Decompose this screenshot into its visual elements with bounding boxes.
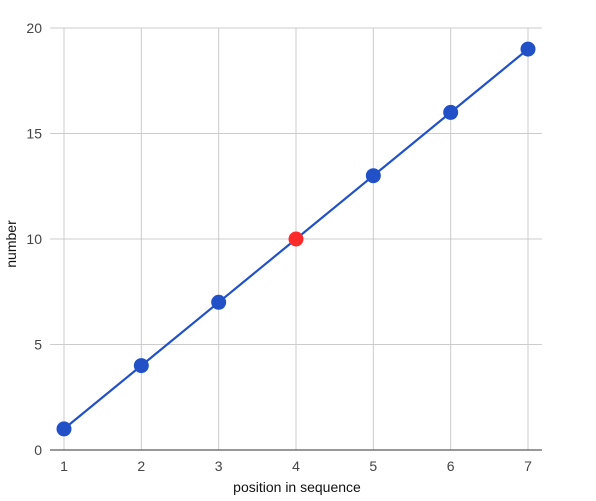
x-tick-label: 4 [292,458,300,474]
x-tick-label: 5 [369,458,377,474]
x-axis-ticks: 1 2 3 4 5 6 7 [60,458,532,474]
data-point [133,358,149,374]
data-point [520,41,536,57]
y-tick-label: 0 [34,442,42,458]
data-point [211,294,227,310]
x-tick-label: 2 [137,458,145,474]
y-tick-label: 5 [34,337,42,353]
y-tick-label: 15 [26,126,42,142]
highlighted-data-point [288,231,304,247]
x-axis-title: position in sequence [233,479,361,495]
x-tick-label: 7 [524,458,532,474]
x-tick-label: 3 [215,458,223,474]
x-tick-label: 6 [447,458,455,474]
data-points [56,41,536,437]
x-tick-label: 1 [60,458,68,474]
y-tick-label: 20 [26,20,42,36]
y-tick-label: 10 [26,231,42,247]
data-point [443,104,459,120]
data-point [56,421,72,437]
y-axis-ticks: 0 5 10 15 20 [26,20,42,458]
data-point [365,168,381,184]
y-axis-title: number [3,220,19,268]
